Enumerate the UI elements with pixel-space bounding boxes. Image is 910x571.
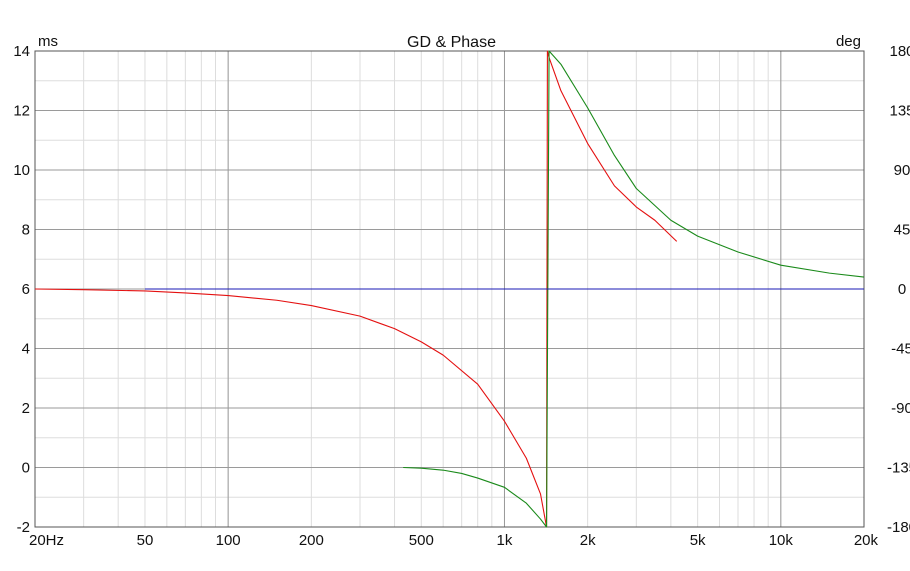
x-tick-label: 2k <box>580 532 596 549</box>
y2-tick-label: -135 <box>887 460 910 477</box>
y2-tick-label: -45 <box>891 341 910 358</box>
x-tick-label: 200 <box>299 532 324 549</box>
y-tick-label: 14 <box>13 43 30 60</box>
x-tick-labels: 20Hz 50 100 200 500 1k 2k 5k 10k 20k <box>29 532 878 549</box>
y-tick-label: 6 <box>22 281 30 298</box>
x-tick-label: 10k <box>769 532 794 549</box>
y2-tick-label: 90 <box>894 162 910 179</box>
x-tick-label: 500 <box>409 532 434 549</box>
x-tick-label: 5k <box>690 532 706 549</box>
y-tick-labels: -2 0 2 4 6 8 10 12 14 <box>13 43 30 536</box>
y2-tick-label: 45 <box>894 222 910 239</box>
y2-tick-label: -180 <box>887 519 910 536</box>
y2-tick-label: -90 <box>891 400 910 417</box>
chart-title: GD & Phase <box>407 34 496 51</box>
y-tick-label: 0 <box>22 460 30 477</box>
x-tick-label: 20k <box>854 532 879 549</box>
y2-tick-label: 0 <box>898 281 906 298</box>
y2-tick-label: 180 <box>889 43 910 60</box>
y-axis-unit-label: ms <box>38 33 58 50</box>
y2-tick-labels: -180 -135 -90 -45 0 45 90 135 180 <box>887 43 910 536</box>
y2-axis-unit-label: deg <box>836 33 861 50</box>
y-tick-label: 2 <box>22 400 30 417</box>
series-layer <box>34 50 865 528</box>
y-tick-label: 4 <box>22 341 30 358</box>
y-tick-label: 8 <box>22 222 30 239</box>
x-tick-label: 50 <box>137 532 154 549</box>
x-tick-label: 100 <box>216 532 241 549</box>
y2-tick-label: 135 <box>889 103 910 120</box>
series-line-2 <box>403 50 865 528</box>
y-tick-label: 12 <box>13 103 30 120</box>
y-tick-label: 10 <box>13 162 30 179</box>
y-tick-label: -2 <box>17 519 30 536</box>
x-tick-label: 1k <box>497 532 513 549</box>
x-tick-label: 20Hz <box>29 532 64 549</box>
series-line-1 <box>34 50 678 528</box>
